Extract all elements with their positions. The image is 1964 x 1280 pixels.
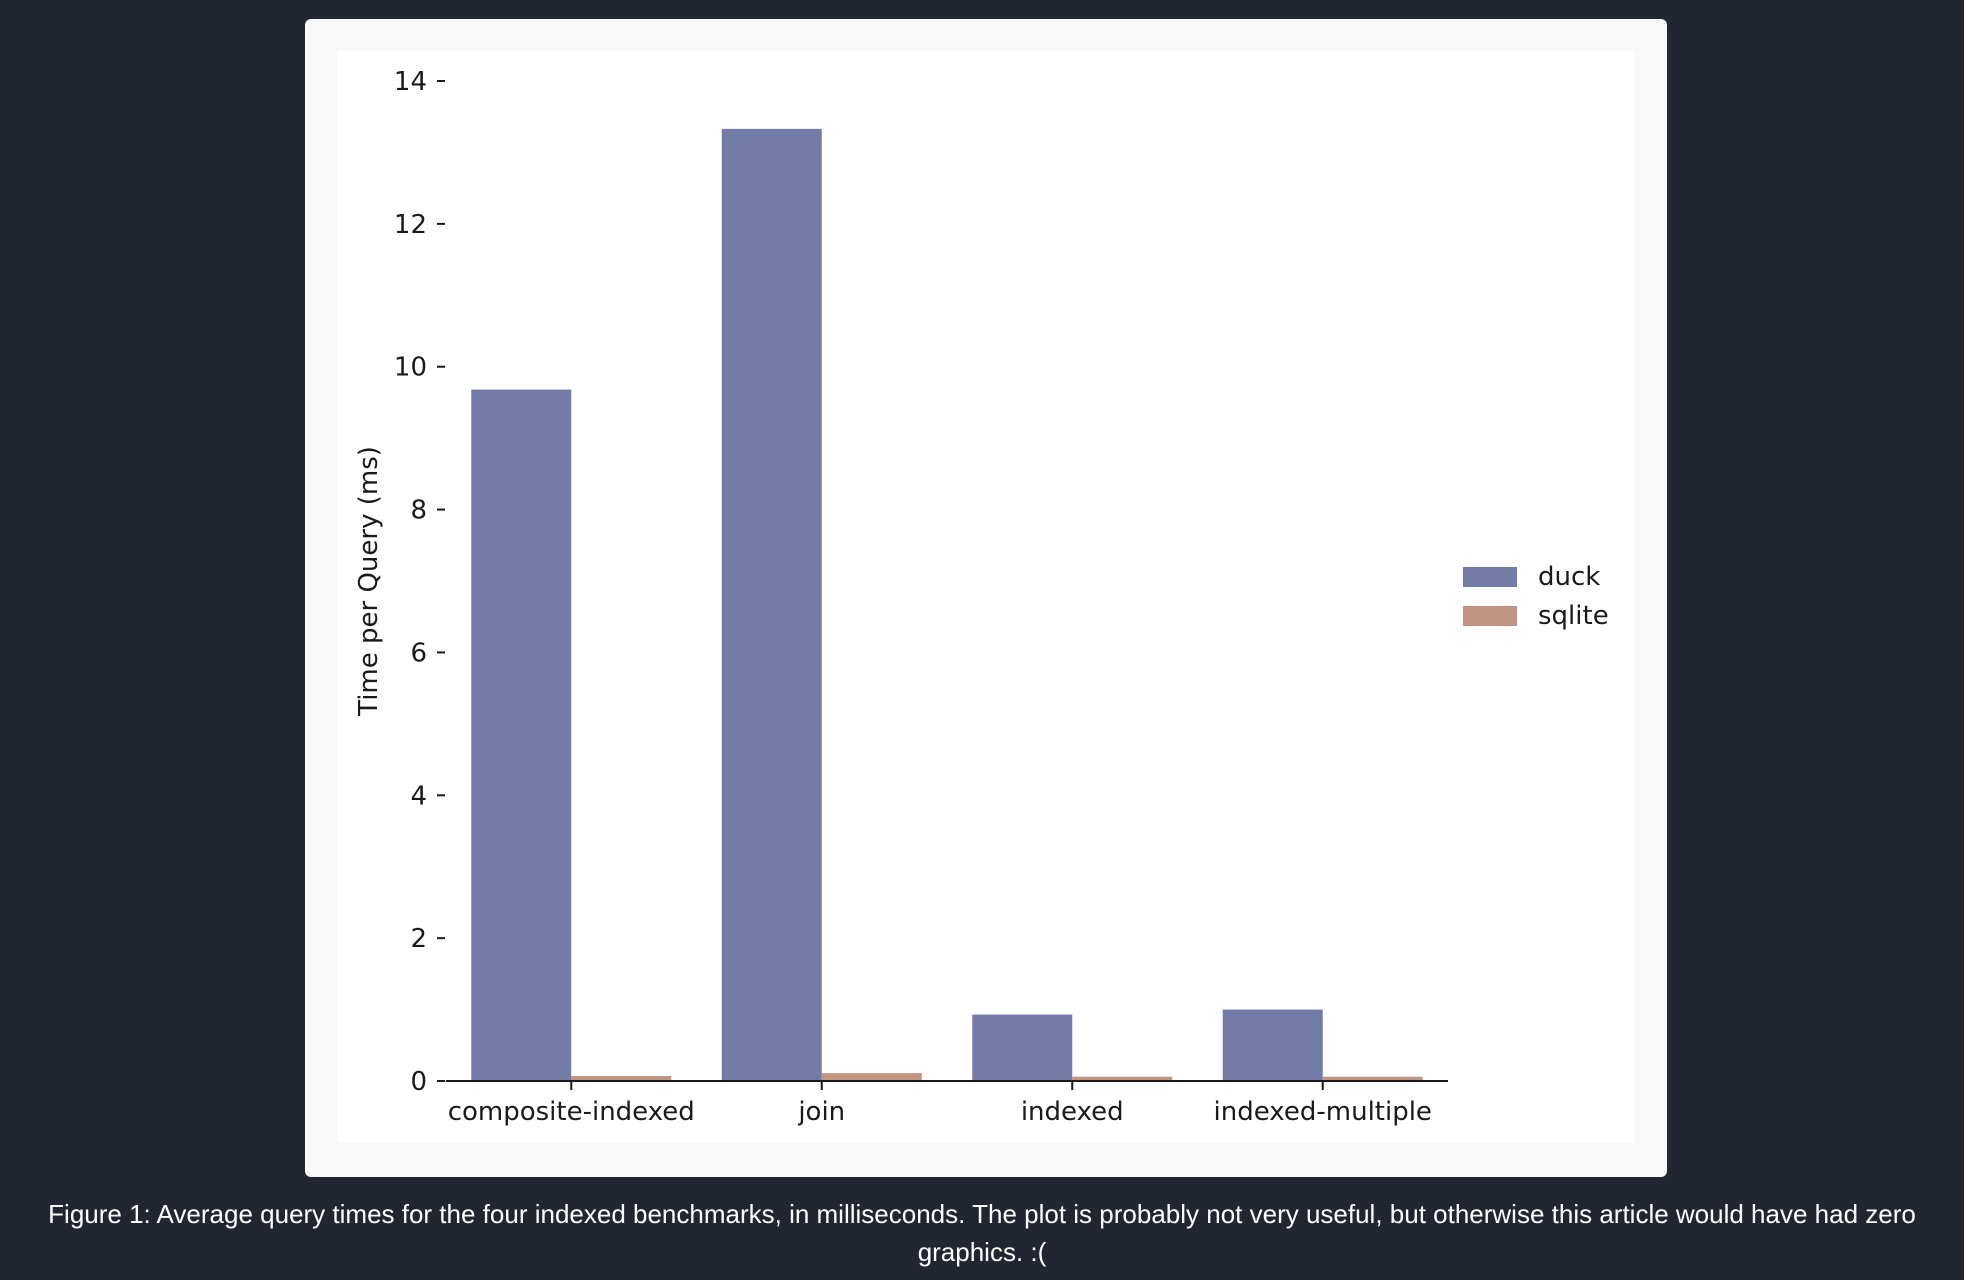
x-tick-label: composite-indexed: [448, 1097, 695, 1127]
bar-sqlite-composite-indexed: [571, 1076, 672, 1081]
bar-sqlite-indexed: [1072, 1076, 1173, 1081]
bar-sqlite-indexed-multiple: [1322, 1076, 1423, 1081]
y-tick-label: 4: [410, 781, 427, 811]
bar-duck-indexed-multiple: [1222, 1009, 1323, 1081]
legend-label-duck: duck: [1538, 562, 1600, 592]
y-tick-label: 10: [394, 353, 427, 383]
bar-duck-indexed: [972, 1014, 1073, 1081]
bar-sqlite-join: [821, 1073, 922, 1081]
x-tick-label: indexed: [1021, 1097, 1124, 1127]
y-axis-label: Time per Query (ms): [354, 446, 384, 717]
x-ticks-layer: composite-indexed join indexed indexed-mult…: [448, 1081, 1432, 1127]
x-tick-label: join: [797, 1097, 845, 1127]
legend: duck sqlite: [1463, 562, 1609, 631]
x-tick-label: indexed-multiple: [1214, 1097, 1432, 1127]
legend-label-sqlite: sqlite: [1538, 601, 1609, 631]
y-tick-label: 0: [410, 1067, 427, 1097]
bar-duck-join: [721, 128, 822, 1081]
legend-swatch-duck: [1463, 567, 1517, 587]
figure-caption: Figure 1: Average query times for the fo…: [48, 1199, 1916, 1267]
y-tick-label: 6: [410, 638, 427, 668]
legend-swatch-sqlite: [1463, 606, 1517, 626]
bars-layer: [471, 128, 1423, 1082]
y-tick-label: 12: [394, 210, 427, 240]
bar-duck-composite-indexed: [471, 389, 572, 1082]
y-tick-label: 2: [410, 924, 427, 954]
y-tick-label: 14: [394, 67, 427, 97]
y-ticks-layer: 0 2 4 6 8 10 12 14: [394, 67, 445, 1097]
y-tick-label: 8: [410, 496, 427, 526]
